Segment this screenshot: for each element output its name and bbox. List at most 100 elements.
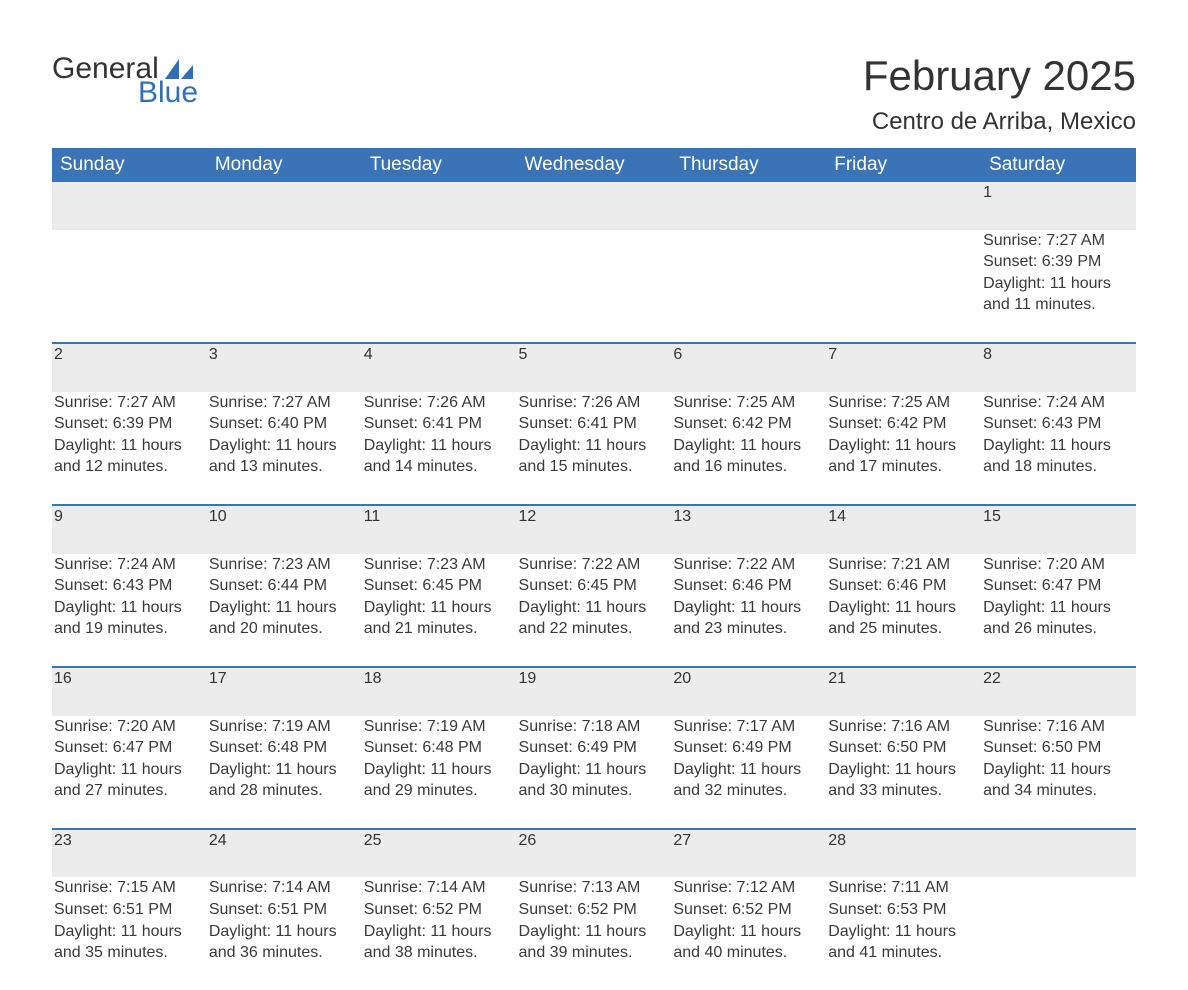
daynum-row: 9101112131415 [52, 505, 1136, 554]
day-info-cell: Sunrise: 7:17 AMSunset: 6:49 PMDaylight:… [671, 716, 826, 829]
day-number-cell: 26 [517, 829, 672, 878]
day-info-cell: Sunrise: 7:27 AMSunset: 6:40 PMDaylight:… [207, 392, 362, 505]
sunset: Sunset: 6:49 PM [519, 737, 666, 759]
day-info-cell: Sunrise: 7:16 AMSunset: 6:50 PMDaylight:… [981, 716, 1136, 829]
day-info-cell: Sunrise: 7:25 AMSunset: 6:42 PMDaylight:… [671, 392, 826, 505]
sunset: Sunset: 6:47 PM [983, 575, 1130, 597]
sunset: Sunset: 6:45 PM [519, 575, 666, 597]
day-info-cell: Sunrise: 7:16 AMSunset: 6:50 PMDaylight:… [826, 716, 981, 829]
sunrise: Sunrise: 7:11 AM [828, 877, 975, 899]
daylight: Daylight: 11 hours and 15 minutes. [519, 435, 666, 478]
day-info-cell: Sunrise: 7:22 AMSunset: 6:45 PMDaylight:… [517, 554, 672, 667]
daynum-row: 16171819202122 [52, 667, 1136, 716]
sunset: Sunset: 6:50 PM [983, 737, 1130, 759]
day-info-cell: Sunrise: 7:27 AMSunset: 6:39 PMDaylight:… [981, 230, 1136, 343]
day-info-cell: Sunrise: 7:21 AMSunset: 6:46 PMDaylight:… [826, 554, 981, 667]
sunrise: Sunrise: 7:27 AM [983, 230, 1130, 252]
sunrise: Sunrise: 7:15 AM [54, 877, 201, 899]
daylight: Daylight: 11 hours and 40 minutes. [673, 921, 820, 964]
day-info-cell: Sunrise: 7:14 AMSunset: 6:51 PMDaylight:… [207, 877, 362, 989]
sunset: Sunset: 6:40 PM [209, 413, 356, 435]
day-number-cell: 22 [981, 667, 1136, 716]
sunset: Sunset: 6:46 PM [673, 575, 820, 597]
day-number-cell: 5 [517, 343, 672, 392]
calendar-table: SundayMondayTuesdayWednesdayThursdayFrid… [52, 148, 1136, 990]
daylight: Daylight: 11 hours and 27 minutes. [54, 759, 201, 802]
sunset: Sunset: 6:45 PM [364, 575, 511, 597]
day-number-cell: 12 [517, 505, 672, 554]
sunrise: Sunrise: 7:16 AM [828, 716, 975, 738]
day-number-cell: 4 [362, 343, 517, 392]
sunrise: Sunrise: 7:22 AM [519, 554, 666, 576]
daynum-row: 232425262728 [52, 829, 1136, 878]
day-number-cell: 9 [52, 505, 207, 554]
daylight: Daylight: 11 hours and 35 minutes. [54, 921, 201, 964]
sunset: Sunset: 6:42 PM [828, 413, 975, 435]
day-number-cell: 7 [826, 343, 981, 392]
daylight: Daylight: 11 hours and 21 minutes. [364, 597, 511, 640]
day-info-cell: Sunrise: 7:18 AMSunset: 6:49 PMDaylight:… [517, 716, 672, 829]
daylight: Daylight: 11 hours and 25 minutes. [828, 597, 975, 640]
day-number-cell: 11 [362, 505, 517, 554]
day-info-cell [517, 230, 672, 343]
sunrise: Sunrise: 7:24 AM [54, 554, 201, 576]
sunrise: Sunrise: 7:24 AM [983, 392, 1130, 414]
logo-text-blue: Blue [138, 76, 198, 110]
sunrise: Sunrise: 7:22 AM [673, 554, 820, 576]
day-info-cell: Sunrise: 7:25 AMSunset: 6:42 PMDaylight:… [826, 392, 981, 505]
daylight: Daylight: 11 hours and 12 minutes. [54, 435, 201, 478]
sunset: Sunset: 6:39 PM [54, 413, 201, 435]
day-info-cell: Sunrise: 7:11 AMSunset: 6:53 PMDaylight:… [826, 877, 981, 989]
column-header: Monday [207, 148, 362, 182]
day-number-cell [52, 182, 207, 230]
info-row: Sunrise: 7:20 AMSunset: 6:47 PMDaylight:… [52, 716, 1136, 829]
day-number-cell [981, 829, 1136, 878]
sunset: Sunset: 6:41 PM [364, 413, 511, 435]
column-header: Wednesday [517, 148, 672, 182]
daylight: Daylight: 11 hours and 20 minutes. [209, 597, 356, 640]
sunset: Sunset: 6:42 PM [673, 413, 820, 435]
sunrise: Sunrise: 7:23 AM [209, 554, 356, 576]
day-info-cell: Sunrise: 7:19 AMSunset: 6:48 PMDaylight:… [207, 716, 362, 829]
day-number-cell: 3 [207, 343, 362, 392]
sunrise: Sunrise: 7:14 AM [209, 877, 356, 899]
day-number-cell: 14 [826, 505, 981, 554]
day-number-cell [517, 182, 672, 230]
sunset: Sunset: 6:48 PM [364, 737, 511, 759]
sunset: Sunset: 6:50 PM [828, 737, 975, 759]
sunrise: Sunrise: 7:25 AM [673, 392, 820, 414]
day-number-cell: 10 [207, 505, 362, 554]
daylight: Daylight: 11 hours and 30 minutes. [519, 759, 666, 802]
day-number-cell: 27 [671, 829, 826, 878]
day-info-cell: Sunrise: 7:19 AMSunset: 6:48 PMDaylight:… [362, 716, 517, 829]
day-number-cell: 25 [362, 829, 517, 878]
sunrise: Sunrise: 7:19 AM [364, 716, 511, 738]
info-row: Sunrise: 7:27 AMSunset: 6:39 PMDaylight:… [52, 230, 1136, 343]
sunset: Sunset: 6:43 PM [54, 575, 201, 597]
day-number-cell: 21 [826, 667, 981, 716]
day-number-cell: 18 [362, 667, 517, 716]
sunrise: Sunrise: 7:12 AM [673, 877, 820, 899]
day-info-cell [207, 230, 362, 343]
daylight: Daylight: 11 hours and 32 minutes. [673, 759, 820, 802]
sunset: Sunset: 6:41 PM [519, 413, 666, 435]
daylight: Daylight: 11 hours and 18 minutes. [983, 435, 1130, 478]
sunset: Sunset: 6:52 PM [364, 899, 511, 921]
daylight: Daylight: 11 hours and 19 minutes. [54, 597, 201, 640]
sunset: Sunset: 6:52 PM [673, 899, 820, 921]
title-block: February 2025 Centro de Arriba, Mexico [863, 52, 1136, 136]
sunrise: Sunrise: 7:23 AM [364, 554, 511, 576]
day-info-cell: Sunrise: 7:20 AMSunset: 6:47 PMDaylight:… [52, 716, 207, 829]
day-info-cell: Sunrise: 7:12 AMSunset: 6:52 PMDaylight:… [671, 877, 826, 989]
sunrise: Sunrise: 7:27 AM [209, 392, 356, 414]
day-number-cell: 19 [517, 667, 672, 716]
column-header: Saturday [981, 148, 1136, 182]
day-info-cell: Sunrise: 7:27 AMSunset: 6:39 PMDaylight:… [52, 392, 207, 505]
sunrise: Sunrise: 7:20 AM [983, 554, 1130, 576]
daynum-row: 2345678 [52, 343, 1136, 392]
daylight: Daylight: 11 hours and 16 minutes. [673, 435, 820, 478]
header: General Blue February 2025 Centro de Arr… [52, 52, 1136, 136]
day-info-cell: Sunrise: 7:14 AMSunset: 6:52 PMDaylight:… [362, 877, 517, 989]
sunrise: Sunrise: 7:20 AM [54, 716, 201, 738]
daylight: Daylight: 11 hours and 11 minutes. [983, 273, 1130, 316]
